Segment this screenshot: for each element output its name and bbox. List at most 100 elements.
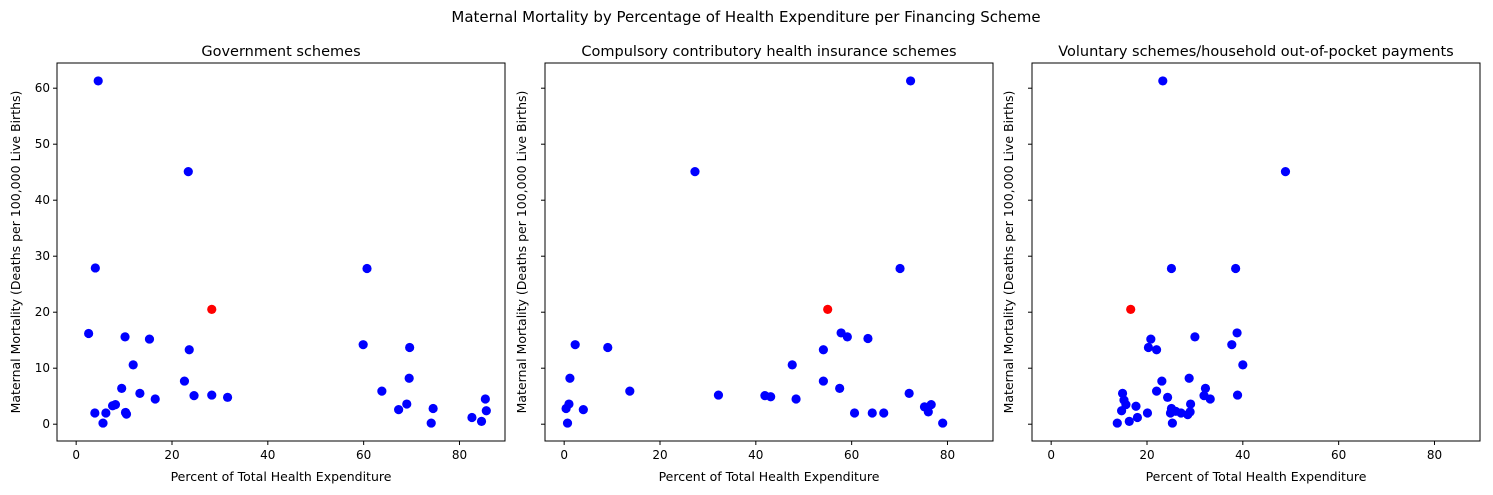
data-point bbox=[481, 406, 491, 416]
data-point bbox=[120, 332, 130, 342]
x-tick-label: 20 bbox=[652, 448, 667, 462]
x-tick-label: 60 bbox=[356, 448, 371, 462]
data-point bbox=[905, 76, 916, 86]
data-point bbox=[121, 409, 132, 419]
subplot-1: Government schemes 0 20 40 60 80 0 10 20 30 40 50 60… bbox=[8, 44, 506, 484]
data-point bbox=[358, 340, 368, 350]
x-tick-label: 80 bbox=[1427, 448, 1442, 462]
x-tick-label: 40 bbox=[260, 448, 275, 462]
data-point bbox=[863, 333, 873, 344]
data-point bbox=[1183, 410, 1193, 420]
data-point bbox=[1117, 406, 1127, 416]
data-point bbox=[101, 408, 111, 418]
x-tick-label: 0 bbox=[72, 448, 80, 462]
data-point bbox=[1190, 332, 1200, 342]
y-axis-label: Maternal Mortality (Deaths per 100,000 L… bbox=[514, 91, 529, 414]
x-tick-label: 20 bbox=[164, 448, 179, 462]
data-point bbox=[849, 408, 860, 418]
x-tick-label: 0 bbox=[1047, 448, 1055, 462]
data-point bbox=[578, 405, 588, 415]
data-point bbox=[207, 390, 217, 400]
y-tick-label: 60 bbox=[35, 81, 50, 95]
data-point bbox=[84, 328, 94, 339]
data-point bbox=[1165, 408, 1176, 418]
x-axis-label: Percent of Total Health Expenditure bbox=[171, 469, 392, 484]
plot-frame bbox=[56, 62, 506, 442]
data-point bbox=[90, 263, 100, 273]
data-point bbox=[98, 418, 108, 428]
data-point bbox=[835, 383, 845, 393]
data-point bbox=[791, 394, 801, 404]
data-point bbox=[1132, 412, 1143, 423]
data-point bbox=[222, 392, 233, 402]
data-point bbox=[1158, 76, 1168, 86]
data-point bbox=[1131, 401, 1141, 411]
data-point bbox=[1124, 416, 1134, 426]
data-point bbox=[1280, 167, 1291, 177]
y-tick-label: 50 bbox=[35, 137, 50, 151]
data-point bbox=[128, 360, 138, 370]
y-tick-label: 10 bbox=[35, 361, 50, 375]
x-tick-label: 20 bbox=[1139, 448, 1154, 462]
data-point bbox=[561, 403, 571, 414]
subplot-title: Compulsory contributory health insurance… bbox=[581, 44, 956, 60]
data-point bbox=[1227, 340, 1237, 350]
data-point bbox=[565, 373, 575, 383]
subplots: Government schemes 0 20 40 60 80 0 10 20 30 40 50 60… bbox=[8, 44, 1481, 484]
data-point bbox=[562, 418, 573, 428]
data-point bbox=[135, 388, 145, 398]
x-tick-label: 40 bbox=[748, 448, 763, 462]
data-point bbox=[1167, 418, 1177, 428]
data-point bbox=[879, 408, 889, 418]
data-point bbox=[90, 408, 100, 418]
data-point bbox=[1185, 399, 1196, 409]
data-point bbox=[818, 345, 828, 355]
y-tick-label: 20 bbox=[35, 305, 50, 319]
data-point bbox=[570, 340, 580, 350]
subplot-3: Voluntary schemes/household out-of-pocke… bbox=[1001, 44, 1481, 484]
x-axis-label: Percent of Total Health Expenditure bbox=[1146, 469, 1367, 484]
subplot-2: Compulsory contributory health insurance… bbox=[514, 44, 994, 484]
data-point bbox=[1112, 418, 1122, 428]
data-point bbox=[895, 263, 905, 274]
x-tick-label: 60 bbox=[844, 448, 859, 462]
data-point bbox=[1205, 394, 1215, 404]
y-tick-label: 0 bbox=[42, 417, 50, 431]
highlighted-data-point bbox=[207, 304, 217, 314]
y-tick-label: 40 bbox=[35, 193, 50, 207]
data-point bbox=[93, 76, 103, 86]
data-point bbox=[904, 388, 914, 398]
data-point bbox=[923, 407, 933, 417]
data-point bbox=[362, 263, 372, 274]
data-point bbox=[1162, 392, 1173, 402]
data-point bbox=[766, 392, 776, 402]
data-point bbox=[713, 390, 724, 400]
y-axis-label: Maternal Mortality (Deaths per 100,000 L… bbox=[8, 91, 23, 414]
y-tick-label: 30 bbox=[35, 249, 50, 263]
data-point bbox=[189, 391, 199, 401]
data-point bbox=[1166, 263, 1177, 274]
data-point bbox=[394, 405, 404, 415]
plot-frame bbox=[544, 62, 994, 442]
plot-frame bbox=[1031, 62, 1481, 442]
highlighted-data-point bbox=[1126, 304, 1136, 314]
x-tick-label: 80 bbox=[452, 448, 467, 462]
figure-title: Maternal Mortality by Percentage of Heal… bbox=[451, 8, 1040, 26]
data-point bbox=[426, 418, 436, 428]
data-point bbox=[1143, 342, 1154, 353]
data-point bbox=[1184, 373, 1194, 383]
data-point bbox=[1151, 386, 1162, 396]
data-point bbox=[1151, 345, 1162, 355]
data-point bbox=[150, 394, 160, 404]
data-point bbox=[842, 332, 852, 342]
data-point bbox=[787, 360, 797, 370]
data-point bbox=[184, 345, 194, 355]
data-point bbox=[117, 383, 127, 393]
data-point bbox=[938, 418, 948, 428]
data-point bbox=[1231, 263, 1241, 274]
data-point bbox=[1142, 408, 1153, 418]
y-axis-label: Maternal Mortality (Deaths per 100,000 L… bbox=[1001, 91, 1016, 414]
data-point bbox=[428, 403, 438, 414]
data-point bbox=[1232, 390, 1243, 400]
